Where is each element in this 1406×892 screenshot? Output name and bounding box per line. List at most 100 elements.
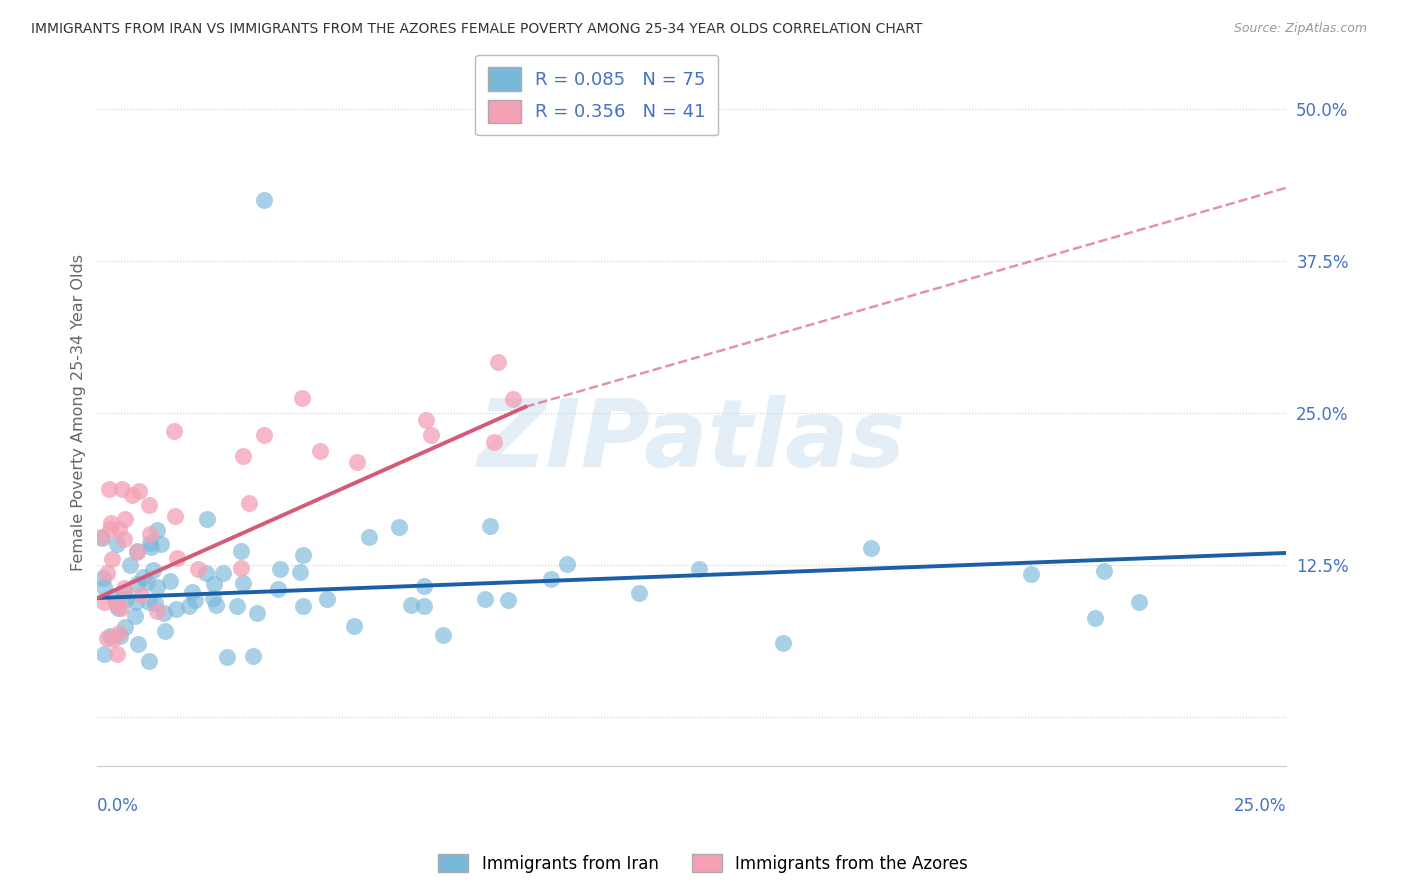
Point [141, 540, 163, 554]
Point [138, 654, 160, 668]
Point [124, 608, 146, 623]
Point [246, 606, 269, 620]
Point [688, 561, 710, 575]
Point [315, 591, 337, 606]
Point [112, 585, 135, 599]
Point [232, 449, 254, 463]
Point [1019, 566, 1042, 581]
Point [135, 575, 157, 590]
Point [108, 629, 131, 643]
Point [166, 550, 188, 565]
Point [159, 574, 181, 589]
Point [415, 413, 437, 427]
Point [232, 575, 254, 590]
Point [399, 598, 422, 612]
Point [125, 595, 148, 609]
Point [502, 392, 524, 406]
Point [291, 391, 314, 405]
Point [105, 647, 128, 661]
Point [118, 558, 141, 572]
Point [139, 527, 162, 541]
Point [292, 548, 315, 562]
Point [127, 577, 149, 591]
Point [165, 601, 187, 615]
Text: ZIPatlas: ZIPatlas [478, 395, 905, 487]
Point [177, 599, 200, 613]
Point [211, 566, 233, 581]
Point [432, 627, 454, 641]
Point [114, 512, 136, 526]
Point [146, 604, 169, 618]
Point [412, 599, 434, 614]
Point [155, 624, 177, 639]
Legend: Immigrants from Iran, Immigrants from the Azores: Immigrants from Iran, Immigrants from th… [432, 847, 974, 880]
Point [308, 444, 330, 458]
Point [205, 598, 228, 612]
Point [253, 193, 276, 207]
Point [557, 558, 579, 572]
Point [111, 483, 134, 497]
Point [225, 599, 247, 613]
Point [269, 562, 291, 576]
Point [479, 518, 502, 533]
Point [101, 632, 124, 647]
Point [110, 601, 132, 615]
Point [1084, 610, 1107, 624]
Point [98, 629, 121, 643]
Point [98, 522, 121, 536]
Point [267, 582, 290, 596]
Point [112, 533, 135, 547]
Point [772, 636, 794, 650]
Point [142, 564, 165, 578]
Point [96, 631, 118, 645]
Point [540, 572, 562, 586]
Point [484, 435, 506, 450]
Point [413, 579, 436, 593]
Point [127, 638, 149, 652]
Point [125, 544, 148, 558]
Point [132, 570, 155, 584]
Point [128, 483, 150, 498]
Point [127, 545, 149, 559]
Point [387, 519, 409, 533]
Y-axis label: Female Poverty Among 25-34 Year Olds: Female Poverty Among 25-34 Year Olds [72, 254, 86, 572]
Point [121, 488, 143, 502]
Text: 0.0%: 0.0% [97, 797, 139, 814]
Point [93, 647, 115, 661]
Point [145, 580, 167, 594]
Point [96, 566, 118, 580]
Point [187, 562, 209, 576]
Point [346, 455, 368, 469]
Point [229, 561, 252, 575]
Point [100, 516, 122, 530]
Point [93, 581, 115, 595]
Point [288, 566, 311, 580]
Point [146, 524, 169, 538]
Point [474, 591, 496, 606]
Point [104, 597, 127, 611]
Point [143, 596, 166, 610]
Point [149, 537, 172, 551]
Point [859, 541, 882, 555]
Point [108, 626, 131, 640]
Point [103, 589, 125, 603]
Point [152, 607, 174, 621]
Point [343, 619, 366, 633]
Point [215, 650, 238, 665]
Point [183, 593, 205, 607]
Point [114, 620, 136, 634]
Point [162, 424, 184, 438]
Point [195, 566, 218, 580]
Point [486, 355, 509, 369]
Point [138, 498, 160, 512]
Point [242, 649, 264, 664]
Text: Source: ZipAtlas.com: Source: ZipAtlas.com [1233, 22, 1367, 36]
Point [231, 544, 253, 558]
Point [115, 591, 138, 606]
Point [197, 512, 219, 526]
Text: IMMIGRANTS FROM IRAN VS IMMIGRANTS FROM THE AZORES FEMALE POVERTY AMONG 25-34 YE: IMMIGRANTS FROM IRAN VS IMMIGRANTS FROM … [31, 22, 922, 37]
Point [420, 427, 443, 442]
Point [181, 585, 204, 599]
Point [202, 576, 225, 591]
Point [1128, 595, 1150, 609]
